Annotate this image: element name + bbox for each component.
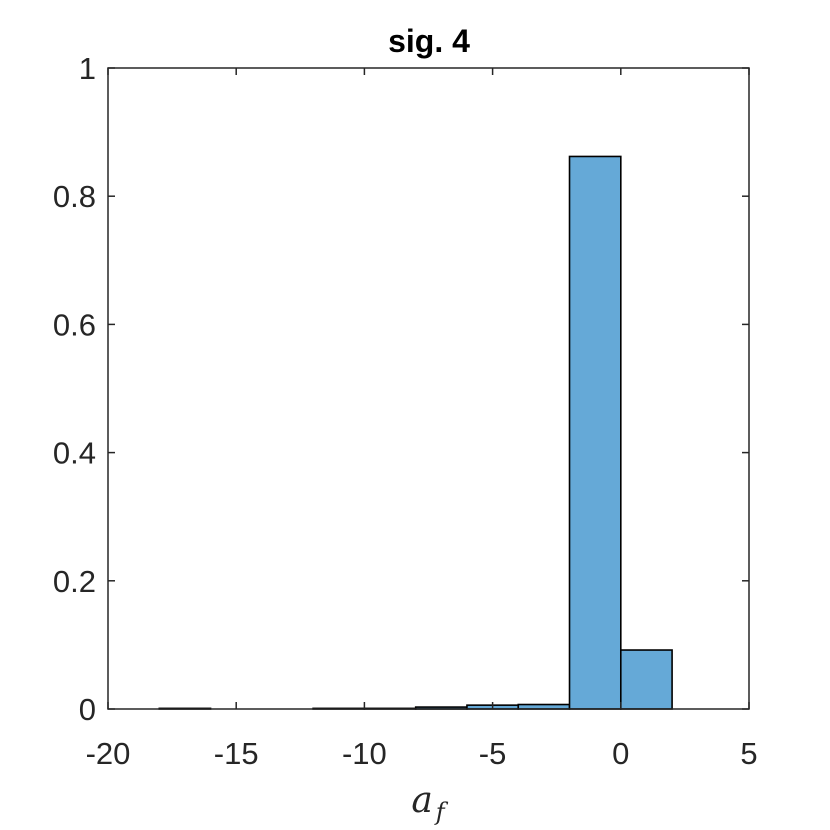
y-tick-labels: 0 0.2 0.4 0.6 0.8 1	[53, 51, 96, 727]
plot-frame	[107, 67, 750, 710]
x-tick-label: -15	[214, 736, 259, 771]
y-tick-label: 0.4	[53, 436, 96, 471]
chart-title: sig. 4	[388, 23, 470, 59]
y-tick-label: 0.6	[53, 307, 96, 342]
x-axis-label-main: a	[411, 780, 432, 821]
x-tick-label: -20	[86, 736, 131, 771]
x-axis-label-subscript: f	[434, 798, 449, 826]
y-tick-label: 0	[79, 692, 96, 727]
y-tick-label: 0.8	[53, 179, 96, 214]
y-tick-label: 0.2	[53, 564, 96, 599]
x-tick-label: -10	[342, 736, 387, 771]
y-tick-label: 1	[79, 51, 96, 86]
histogram-bar	[619, 649, 673, 710]
x-tick-label: 0	[612, 736, 629, 771]
bars-group	[158, 155, 673, 710]
x-tick-label: 5	[740, 736, 757, 771]
histogram-bar	[568, 155, 622, 710]
x-tick-labels: -20 -15 -10 -5 0 5	[86, 736, 758, 771]
ticks-group	[107, 67, 750, 710]
x-tick-label: -5	[479, 736, 507, 771]
